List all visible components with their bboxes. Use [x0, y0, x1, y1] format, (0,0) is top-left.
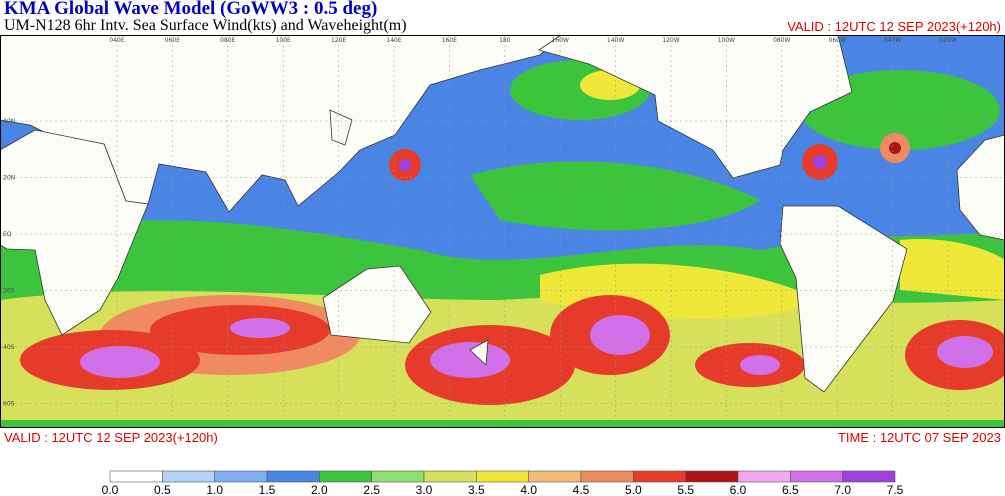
- lat-label: EQ: [3, 231, 12, 238]
- lon-label: 040E: [109, 37, 124, 44]
- storm: [813, 155, 827, 169]
- lat-label: 60S: [3, 401, 15, 408]
- subtitle: UM-N128 6hr Intv. Sea Surface Wind(kts) …: [4, 17, 407, 34]
- colorbar-label: 0.0: [102, 483, 119, 496]
- wave-zone: [900, 239, 1005, 300]
- colorbar-box: [790, 470, 843, 483]
- lat-label: 20N: [3, 175, 15, 182]
- colorbar-label: 7.5: [887, 483, 904, 496]
- colorbar-box: [685, 470, 739, 483]
- colorbar-box: [737, 470, 791, 483]
- wave-zone: [430, 342, 510, 378]
- storm: [889, 142, 901, 154]
- colorbar-label: 4.0: [520, 483, 537, 496]
- australia: [322, 265, 432, 344]
- lon-label: 060E: [165, 37, 180, 44]
- colorbar-label: 0.5: [154, 483, 171, 496]
- lon-label: 060W: [829, 37, 846, 44]
- wave-zone: [230, 318, 290, 338]
- storm: [399, 159, 411, 171]
- lat-label: 40S: [3, 344, 15, 351]
- lon-label: 120E: [331, 37, 346, 44]
- colorbar-box: [633, 470, 686, 483]
- lon-label: 140E: [386, 37, 401, 44]
- lon-label: 160E: [442, 37, 457, 44]
- colorbar-box: [371, 470, 425, 483]
- init-time: TIME : 12UTC 07 SEP 2023: [838, 430, 1001, 445]
- colorbar-label: 5.0: [625, 483, 642, 496]
- colorbar-label: 3.5: [468, 483, 485, 496]
- colorbar-box: [423, 470, 477, 483]
- islands: [329, 109, 489, 366]
- colorbar-label: 4.5: [573, 483, 590, 496]
- lon-label: 080W: [773, 37, 790, 44]
- colorbar: 0.0 0.5 1.0 1.5 2.0 2.5 3.0 3.5 4.0 4.5 5.0 5.5 6.0 6…: [102, 470, 904, 496]
- colorbar-box: [528, 470, 582, 483]
- colorbar-box: [109, 470, 163, 483]
- colorbar-label: 3.0: [416, 483, 433, 496]
- wave-zone: [740, 355, 780, 375]
- lon-label: 040W: [884, 37, 901, 44]
- wave-zone: [470, 161, 760, 231]
- lon-label: 100W: [718, 37, 735, 44]
- land: [0, 35, 1005, 393]
- wave-zone: [590, 315, 650, 355]
- lon-label: 080E: [220, 37, 235, 44]
- colorbar-box: [476, 470, 529, 483]
- colorbar-box: [162, 470, 215, 483]
- lon-label: 140W: [607, 37, 624, 44]
- south-america: [779, 205, 908, 393]
- colorbar-label: 5.5: [677, 483, 694, 496]
- africa: [0, 129, 149, 336]
- colorbar-box: [580, 470, 634, 483]
- valid-top: VALID : 12UTC 12 SEP 2023(+120h): [787, 19, 1001, 34]
- colorbar-box: [214, 470, 268, 483]
- lon-label: 160W: [552, 37, 569, 44]
- lat-label: 40N: [3, 118, 15, 125]
- wave-zone: [937, 336, 993, 368]
- valid-bottom: VALID : 12UTC 12 SEP 2023(+120h): [4, 430, 218, 445]
- lon-label: 180: [499, 37, 511, 44]
- colorbar-label: 1.5: [259, 483, 276, 496]
- colorbar-label: 7.0: [834, 483, 851, 496]
- colorbar-label: 2.5: [363, 483, 380, 496]
- graticule: [0, 35, 1005, 428]
- wave-zone: [80, 346, 160, 378]
- title: KMA Global Wave Model (GoWW3 : 0.5 deg): [4, 0, 377, 19]
- lat-label: 20S: [3, 288, 15, 295]
- lon-label: 100E: [276, 37, 291, 44]
- colorbar-box: [842, 470, 896, 483]
- colorbar-label: 1.0: [206, 483, 223, 496]
- map: [0, 35, 1005, 428]
- colorbar-label: 6.0: [730, 483, 747, 496]
- colorbar-label: 2.0: [311, 483, 328, 496]
- lon-label: 120W: [662, 37, 679, 44]
- colorbar-label: 6.5: [782, 483, 799, 496]
- colorbar-box: [319, 470, 372, 483]
- africa-west: [956, 134, 1005, 241]
- colorbar-box: [266, 470, 320, 483]
- lon-label: 020W: [939, 37, 956, 44]
- north-america: [538, 35, 853, 179]
